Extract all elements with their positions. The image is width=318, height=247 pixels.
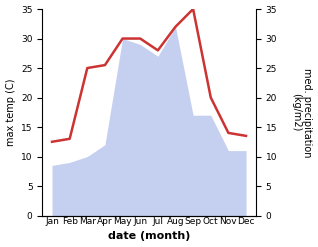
X-axis label: date (month): date (month) <box>108 231 190 242</box>
Y-axis label: med. precipitation
(kg/m2): med. precipitation (kg/m2) <box>291 67 313 157</box>
Y-axis label: max temp (C): max temp (C) <box>5 79 16 146</box>
